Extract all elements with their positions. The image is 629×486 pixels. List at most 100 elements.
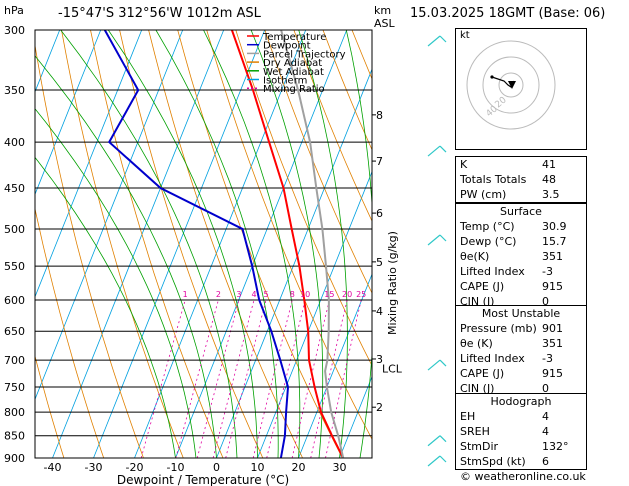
- hodograph-table-panel: Hodograph EH 4 SREH 4 StmDir 132° StmSpd (k…: [455, 393, 587, 470]
- km-tick-label: 7: [376, 155, 383, 168]
- mixing-ratio-label: 8: [290, 290, 295, 299]
- pressure-tick-label: 450: [4, 182, 25, 195]
- surface-row: θe(K) 351: [460, 250, 563, 263]
- km-tick-label: 2: [376, 401, 383, 414]
- wind-barb-flag: [439, 145, 447, 153]
- legend-label: Dewpoint: [263, 41, 311, 52]
- hodo-row: StmDir 132°: [460, 440, 569, 453]
- wind-barb: [427, 234, 441, 246]
- location-title: -15°47'S 312°56'W 1012m ASL: [58, 6, 261, 21]
- surface-row: CAPE (J) 915: [460, 280, 563, 293]
- hodo-row: EH 4: [460, 410, 549, 423]
- dry-adiabat-line: [35, 43, 144, 458]
- wind-barb: [427, 145, 441, 157]
- series-temperature: [230, 30, 345, 458]
- hodo-row: SREH 4: [460, 425, 549, 438]
- wind-barb: [427, 455, 441, 467]
- wind-barb: [427, 435, 441, 447]
- x-tick-label: 30: [333, 461, 347, 474]
- most-unstable-panel: Most Unstable Pressure (mb) 901 θe (K) 351…: [455, 305, 587, 397]
- wind-barb: [427, 359, 441, 371]
- dry-adiabat-line: [61, 30, 184, 458]
- legend-label: Parcel Trajectory: [263, 49, 346, 60]
- wet-adiabat-line: [155, 30, 279, 458]
- mu-row: θe (K) 351: [460, 337, 563, 350]
- wind-barb-flag: [439, 234, 447, 242]
- pressure-tick-label: 900: [4, 452, 25, 465]
- surface-row: CIN (J) 0: [460, 295, 549, 308]
- mixing-ratio-label: 1: [183, 290, 188, 299]
- pressure-tick-label: 350: [4, 84, 25, 97]
- index-row: Totals Totals 48: [460, 173, 556, 186]
- mixing-ratio-line: [196, 299, 240, 458]
- datetime-title: 15.03.2025 18GMT (Base: 06): [410, 6, 606, 21]
- legend-label: Mixing Ratio: [263, 84, 325, 95]
- x-axis-label: Dewpoint / Temperature (°C): [117, 473, 289, 486]
- hodograph-table-title: Hodograph: [490, 395, 552, 408]
- pressure-tick-label: 700: [4, 354, 25, 367]
- pressure-tick-label: 550: [4, 260, 25, 273]
- surface-title: Surface: [500, 205, 542, 218]
- surface-row: Temp (°C) 30.9: [460, 220, 567, 233]
- series-dewpoint: [103, 30, 290, 458]
- wind-barb: [427, 35, 441, 47]
- x-tick-label: 0: [213, 461, 220, 474]
- pressure-tick-label: 800: [4, 406, 25, 419]
- plot-frame: [34, 29, 373, 459]
- mixing-ratio-label: 3: [236, 290, 241, 299]
- x-tick-label: -30: [85, 461, 103, 474]
- mixing-ratio-line: [291, 299, 330, 458]
- mu-row: Pressure (mb) 901: [460, 322, 563, 335]
- surface-panel: Surface Temp (°C) 30.9 Dewp (°C) 15.7 θe(K…: [455, 203, 587, 310]
- surface-row: Lifted Index -3: [460, 265, 553, 278]
- x-tick-label: 10: [251, 461, 265, 474]
- mixing-ratio-axis-label: Mixing Ratio (g/kg): [386, 231, 399, 335]
- wet-adiabat-line: [345, 30, 372, 458]
- x-tick-label: -20: [126, 461, 144, 474]
- pressure-tick-label: 300: [4, 24, 25, 37]
- mixing-ratio-label: 4: [251, 290, 256, 299]
- legend-label: Isotherm: [263, 76, 307, 87]
- index-row: K 41: [460, 158, 556, 171]
- lcl-label: LCL: [382, 362, 403, 375]
- pressure-tick-label: 850: [4, 430, 25, 443]
- km-tick-label: 5: [376, 256, 383, 269]
- plot-area: [35, 30, 629, 458]
- wind-barb-flag: [439, 435, 447, 443]
- mixing-ratio-line: [225, 299, 267, 458]
- wind-barb-flag: [439, 455, 447, 463]
- copyright: © weatheronline.co.uk: [460, 470, 586, 483]
- pressure-tick-label: 500: [4, 223, 25, 236]
- index-row: PW (cm) 3.5: [460, 188, 560, 201]
- mixing-ratio-label: 25: [356, 290, 366, 299]
- wet-adiabat-line: [35, 108, 197, 458]
- mixing-ratio-label: 2: [216, 290, 221, 299]
- isotherm-line: [52, 30, 225, 458]
- hodograph-plot: 40 20: [466, 40, 556, 130]
- km-tick-label: 3: [376, 353, 383, 366]
- hpa-label: hPa: [4, 4, 24, 17]
- mu-row: Lifted Index -3: [460, 352, 553, 365]
- mixing-ratio-label: 10: [300, 290, 310, 299]
- mu-row: CAPE (J) 915: [460, 367, 563, 380]
- mixing-ratio-label: 5: [263, 290, 268, 299]
- mixing-ratio-line: [140, 299, 186, 458]
- hodograph-kt-label: kt: [460, 30, 470, 41]
- x-tick-label: -40: [44, 461, 62, 474]
- wind-barb-flag: [439, 35, 447, 43]
- mu-row: CIN (J) 0: [460, 382, 549, 395]
- dry-adiabat-line: [614, 30, 629, 458]
- x-tick-label: 20: [292, 461, 306, 474]
- pressure-tick-label: 400: [4, 136, 25, 149]
- legend-label: Temperature: [262, 32, 326, 43]
- asl-label: ASL: [374, 17, 395, 30]
- mixing-ratio-label: 20: [342, 290, 352, 299]
- hodograph-panel: kt 40 20: [455, 28, 587, 150]
- wind-barb-flag: [439, 359, 447, 367]
- pressure-tick-label: 650: [4, 325, 25, 338]
- x-tick-label: -10: [167, 461, 185, 474]
- isotherm-line: [35, 30, 143, 298]
- km-tick-label: 4: [376, 305, 383, 318]
- hodo-row: StmSpd (kt) 6: [460, 455, 549, 468]
